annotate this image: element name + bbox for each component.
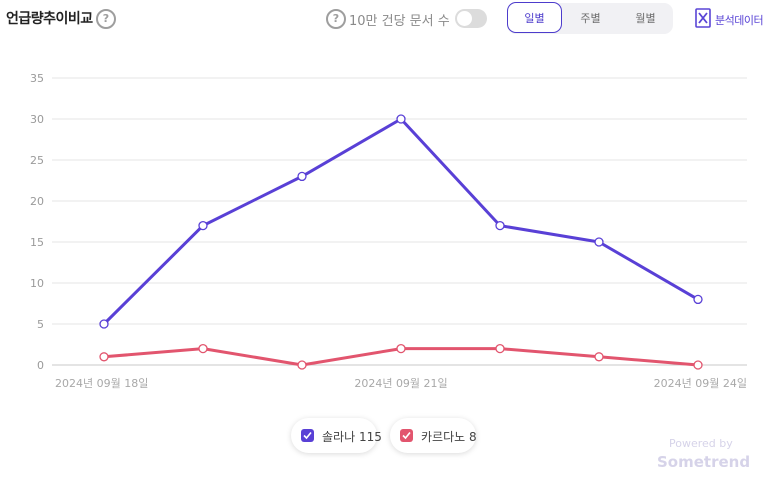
data-point[interactable] — [594, 237, 604, 247]
export-data-button[interactable]: 분석데이터 — [715, 14, 764, 27]
checkbox-icon[interactable] — [301, 429, 314, 442]
series-line — [102, 117, 699, 326]
data-point[interactable] — [396, 114, 406, 124]
chart-title: 언급량추이비교 — [6, 11, 93, 27]
data-point[interactable] — [297, 360, 307, 370]
y-tick-label: 35 — [30, 72, 44, 85]
y-tick-label: 10 — [30, 277, 44, 290]
brand-logo: Sometrend — [657, 453, 751, 471]
checkbox-icon[interactable] — [400, 429, 413, 442]
y-tick-label: 30 — [30, 113, 44, 126]
x-tick-label: 2024년 09월 18일 — [55, 376, 148, 390]
line-chart: 0 5 10 15 20 25 30 35 2024년 09월 18일 2024년 09월 21… — [30, 72, 747, 390]
y-tick-label: 20 — [30, 195, 44, 208]
toggle-knob — [457, 11, 472, 26]
legend-label: 카르다노 8 — [421, 430, 477, 444]
data-point[interactable] — [198, 343, 208, 354]
normalize-toggle-label: 10만 건당 문서 수 — [349, 14, 450, 29]
y-tick-label: 0 — [37, 359, 44, 372]
data-point[interactable] — [99, 352, 109, 362]
data-point[interactable] — [594, 352, 604, 362]
legend-item-solana[interactable]: 솔라나 115 — [291, 418, 382, 453]
legend-label: 솔라나 115 — [322, 430, 382, 444]
data-point[interactable] — [396, 343, 406, 354]
y-tick-label: 25 — [30, 154, 44, 167]
data-point[interactable] — [495, 220, 505, 231]
data-point[interactable] — [693, 360, 703, 370]
period-selector: 일별 주별 월별 — [507, 2, 673, 34]
y-tick-label: 5 — [37, 318, 44, 331]
help-icon[interactable]: ? — [96, 9, 116, 29]
powered-by-label: Powered by — [669, 437, 733, 450]
x-tick-label: 2024년 09월 24일 — [654, 376, 747, 390]
normalize-toggle[interactable] — [455, 9, 487, 28]
y-tick-label: 15 — [30, 236, 44, 249]
excel-icon[interactable] — [695, 8, 711, 28]
period-daily-button[interactable]: 일별 — [507, 2, 562, 33]
data-point[interactable] — [495, 343, 505, 354]
data-point[interactable] — [297, 171, 307, 182]
period-weekly-button[interactable]: 주별 — [580, 12, 601, 25]
period-monthly-button[interactable]: 월별 — [635, 12, 656, 25]
data-point[interactable] — [198, 220, 208, 231]
data-point[interactable] — [99, 319, 109, 329]
x-tick-label: 2024년 09월 21일 — [354, 376, 447, 390]
help-icon[interactable]: ? — [326, 9, 346, 29]
legend-item-cardano[interactable]: 카르다노 8 — [390, 418, 477, 453]
data-point[interactable] — [693, 294, 703, 305]
